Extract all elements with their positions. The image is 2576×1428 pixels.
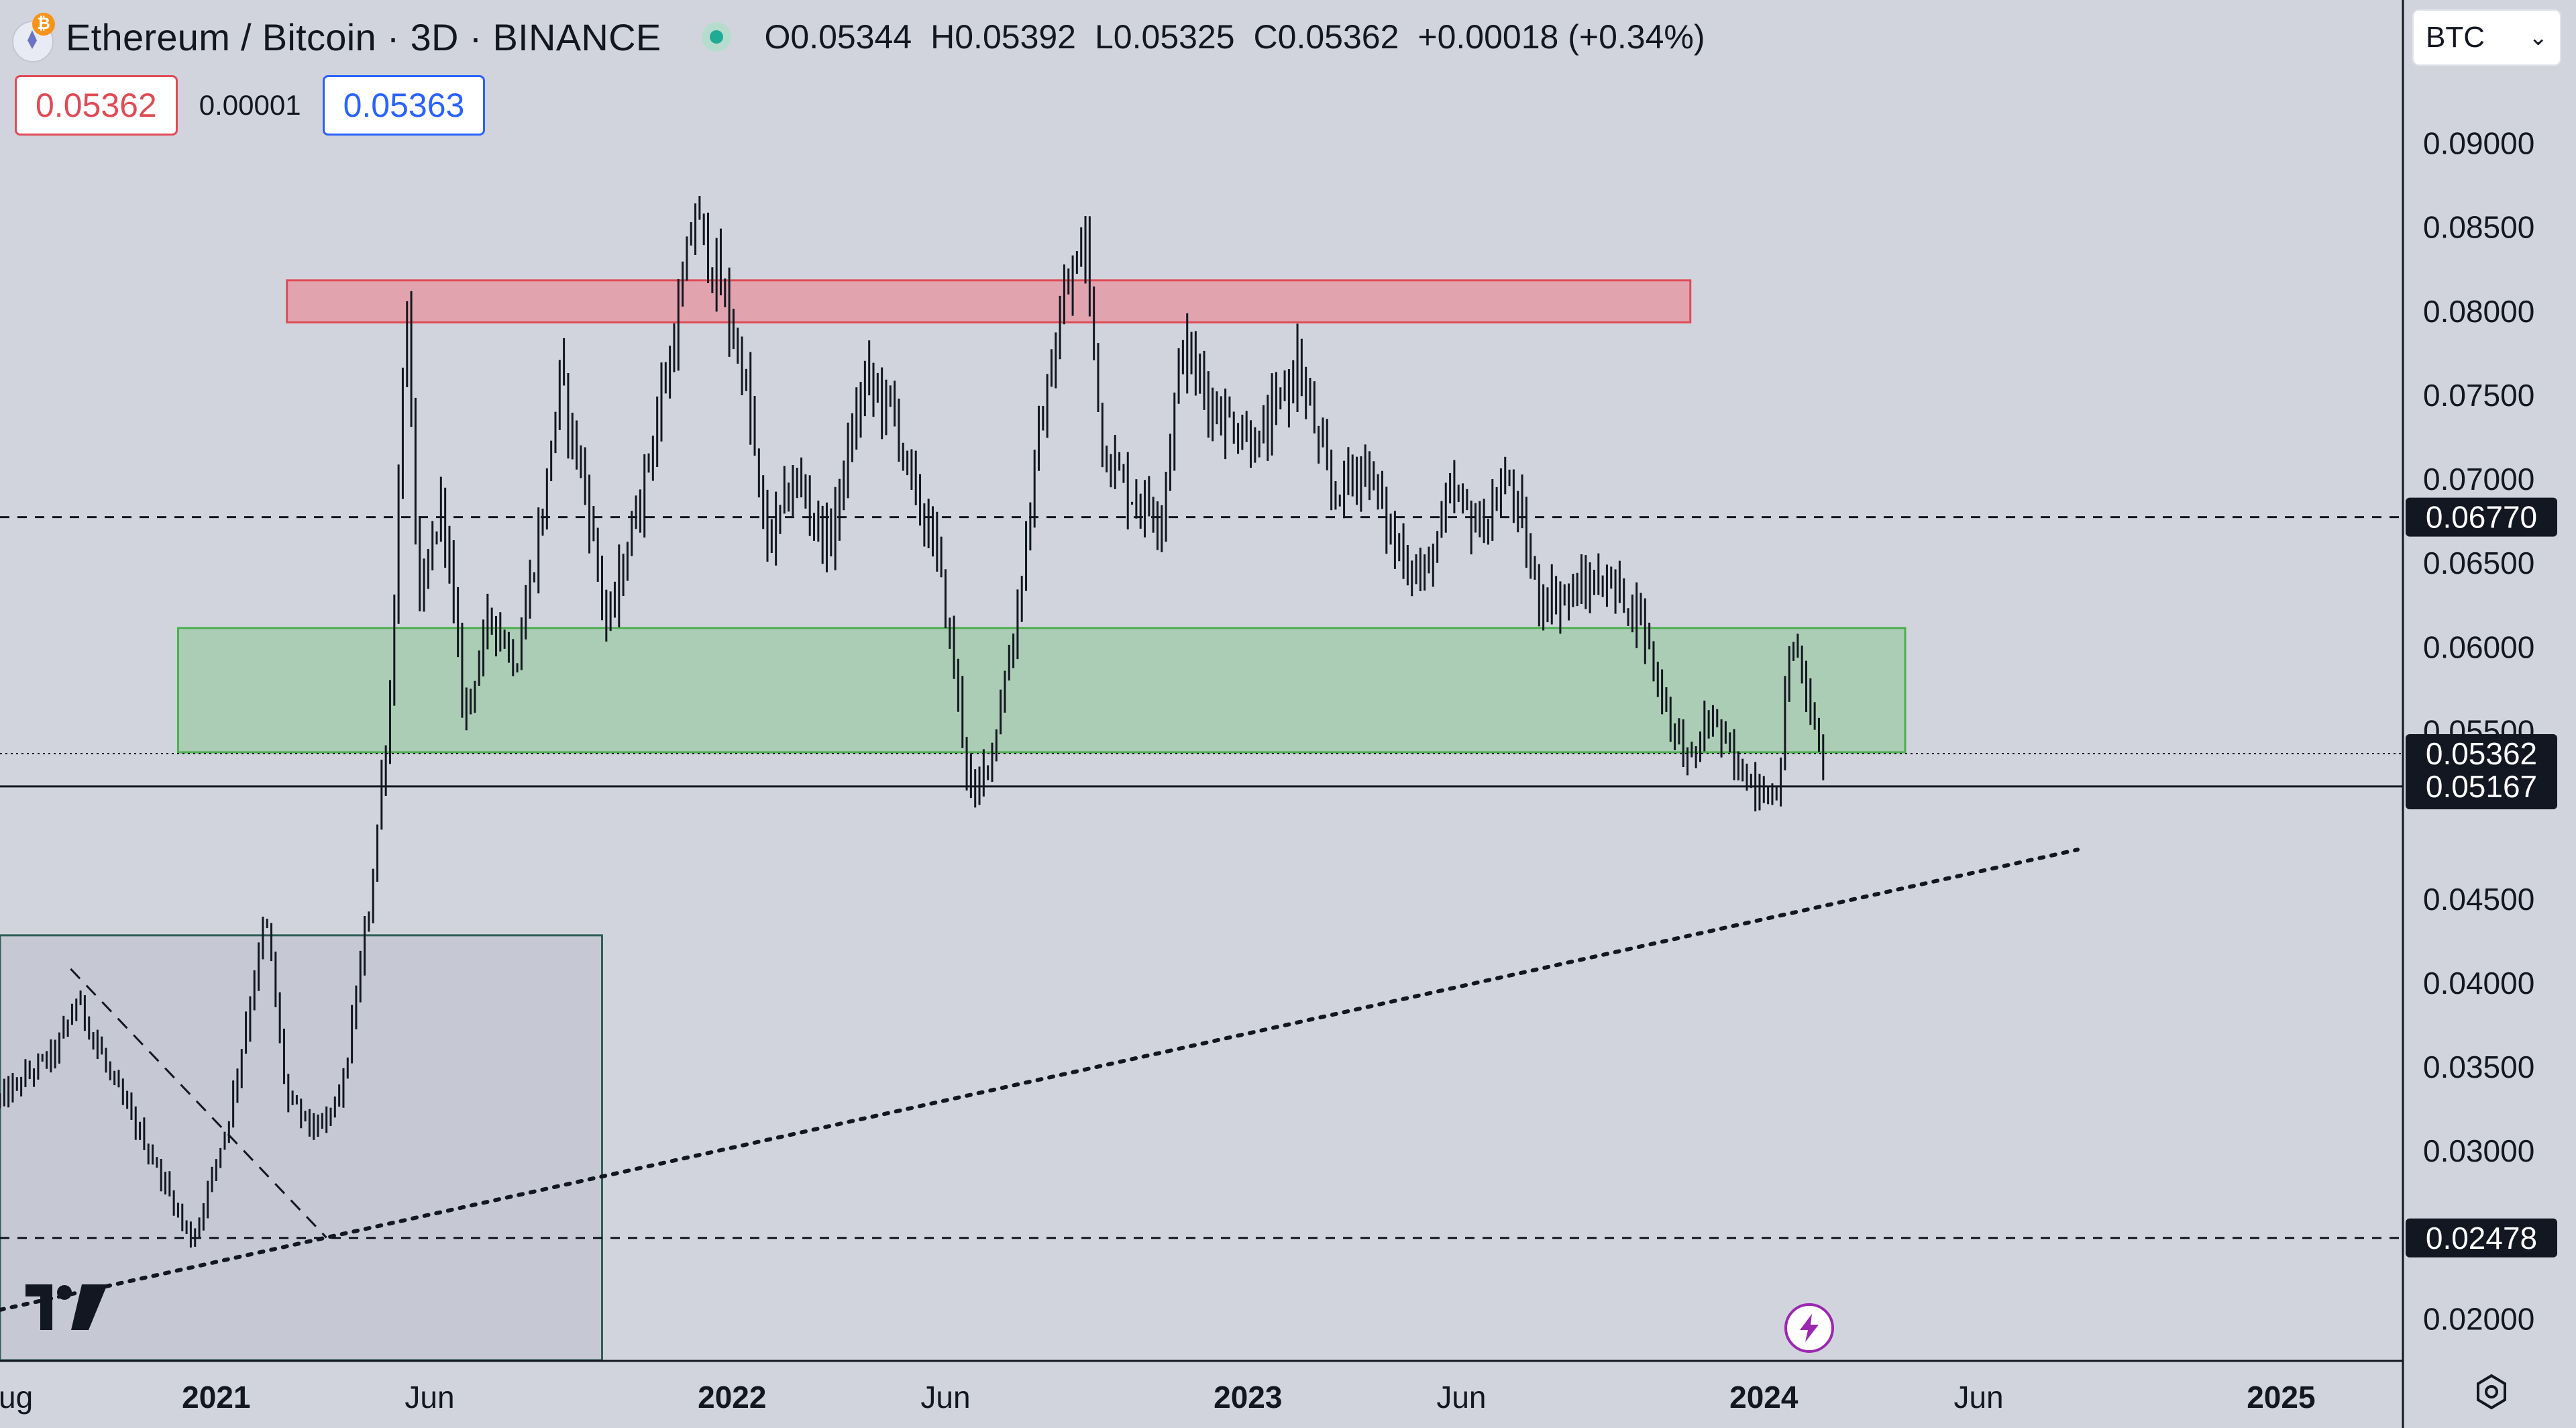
flash-icon[interactable]: [1784, 1303, 1834, 1353]
x-tick-label: Jun: [920, 1380, 970, 1415]
low-value: L0.05325: [1095, 18, 1235, 56]
y-tick-label: 0.09000: [2423, 126, 2534, 161]
y-tick-label: 0.03000: [2423, 1133, 2534, 1168]
y-tick-label: 0.04500: [2423, 882, 2534, 917]
price-label-text: 0.05167: [2426, 769, 2537, 804]
x-tick-label: 2025: [2247, 1380, 2315, 1415]
x-tick-label: Jun: [405, 1380, 454, 1415]
buy-price-button[interactable]: 0.05363: [322, 75, 486, 136]
x-tick-label: Jun: [1953, 1380, 2003, 1415]
zone-resistance[interactable]: [286, 279, 1692, 323]
y-tick-label: 0.04000: [2423, 966, 2534, 1001]
y-tick-label: 0.08500: [2423, 210, 2534, 245]
price-label-2: [2406, 766, 2557, 806]
market-open-status-icon[interactable]: [701, 22, 731, 52]
price-label-0: [2406, 497, 2557, 537]
y-tick-label: 0.06000: [2423, 629, 2534, 664]
price-label-text: 0.06770: [2426, 500, 2537, 535]
x-tick-label: 2021: [182, 1380, 250, 1415]
spread-value: 0.00001: [199, 89, 301, 121]
symbol-title[interactable]: Ethereum / Bitcoin · 3D · BINANCE: [66, 15, 661, 58]
currency-select-value: BTC: [2426, 21, 2485, 54]
x-tick-label: ug: [0, 1380, 33, 1415]
x-tick-label: 2023: [1214, 1380, 1282, 1415]
price-label-text: 0.02478: [2426, 1221, 2537, 1256]
x-tick-label: 2022: [698, 1380, 766, 1415]
eth-btc-symbol-icon: ₿: [12, 13, 55, 62]
x-tick-label: Jun: [1436, 1380, 1486, 1415]
x-tick-label: 2024: [1729, 1380, 1799, 1415]
price-label-text: 0.05362: [2426, 736, 2537, 771]
price-axis[interactable]: [2403, 0, 2576, 1428]
y-tick-label: 0.08000: [2423, 294, 2534, 329]
chart-header: ₿ Ethereum / Bitcoin · 3D · BINANCE O0.0…: [12, 7, 1705, 67]
high-value: H0.05392: [930, 18, 1076, 56]
y-tick-label: 0.07000: [2423, 462, 2534, 497]
tradingview-logo-icon: [25, 1284, 107, 1330]
settings-gear-icon[interactable]: [2473, 1373, 2510, 1411]
currency-select[interactable]: BTC ⌄: [2412, 9, 2561, 66]
close-value: C0.05362: [1253, 18, 1399, 56]
y-tick-label: 0.02000: [2423, 1301, 2534, 1336]
trendline-0[interactable]: [0, 848, 2080, 1312]
y-tick-label: 0.06500: [2423, 546, 2534, 580]
trendline-1[interactable]: [70, 968, 327, 1239]
chevron-down-icon: ⌄: [2528, 25, 2548, 50]
sell-price-button[interactable]: 0.05362: [15, 75, 178, 136]
price-label-3: [2406, 1218, 2557, 1258]
open-value: O0.05344: [764, 18, 912, 56]
ohlc-values: O0.05344 H0.05392 L0.05325 C0.05362 +0.0…: [765, 17, 1705, 56]
y-tick-label: 0.03500: [2423, 1050, 2534, 1084]
trade-panel: 0.05362 0.00001 0.05363: [15, 75, 486, 136]
change-value: +0.00018 (+0.34%): [1417, 18, 1705, 56]
y-tick-label: 0.07500: [2423, 378, 2534, 413]
